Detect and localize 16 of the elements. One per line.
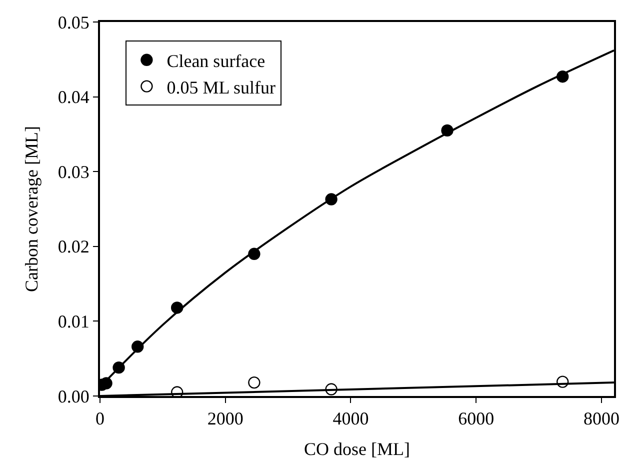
y-tick-label: 0.04 xyxy=(58,87,90,108)
y-tick-label: 0.05 xyxy=(58,12,90,32)
point xyxy=(248,376,260,389)
x-tick-label: 6000 xyxy=(458,408,494,429)
y-axis-title: Carbon coverage [ML] xyxy=(22,126,42,292)
x-tick-label: 8000 xyxy=(583,408,620,429)
x-tick-label: 2000 xyxy=(207,408,244,429)
x-tick-label: 4000 xyxy=(332,408,369,429)
legend-label: Clean surface xyxy=(166,50,266,71)
y-tick-label: 0.00 xyxy=(58,386,90,406)
y-tick-label: 0.02 xyxy=(58,236,90,257)
y-tick-label: 0.03 xyxy=(58,162,90,182)
x-tick-label: 0 xyxy=(96,408,104,429)
x-axis-title: CO dose [ML] xyxy=(304,439,410,460)
y-tick-label: 0.01 xyxy=(58,312,90,332)
legend-label: 0.05 ML sulfur xyxy=(166,77,276,98)
